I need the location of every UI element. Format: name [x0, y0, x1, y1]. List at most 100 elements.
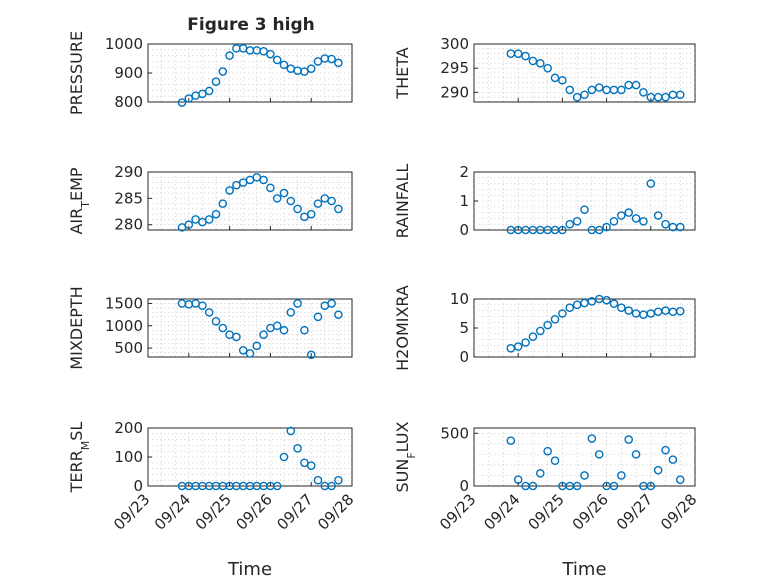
data-point: [204, 308, 214, 317]
data-point: [259, 330, 268, 339]
y-tick-label: 500: [114, 339, 143, 357]
data-point: [225, 51, 234, 60]
y-axis-label: SUNFLUX: [393, 421, 418, 492]
subplot-6: 0 5 10 H2OMIXRA: [393, 285, 696, 371]
x-tick-label: 09/26: [569, 490, 612, 533]
data-point: [334, 58, 343, 68]
data-point: [528, 56, 538, 66]
data-point: [272, 481, 282, 491]
subplot-5: 500 1000 1500 MIXDEPTH: [67, 286, 353, 370]
data-point: [594, 83, 604, 92]
x-tick-label: 09/25: [192, 490, 235, 533]
y-tick-label: 200: [114, 419, 143, 437]
data-point: [565, 85, 575, 95]
data-point: [572, 481, 582, 491]
data-point: [617, 211, 626, 220]
y-tick-label: 900: [114, 64, 143, 82]
data-point: [543, 320, 552, 330]
data-point: [245, 349, 255, 358]
data-point: [594, 225, 604, 235]
data-point: [204, 86, 214, 96]
data-point: [624, 306, 634, 315]
data-point: [327, 481, 336, 491]
data-point: [198, 301, 207, 310]
data-point: [293, 443, 302, 453]
data-point: [313, 57, 323, 66]
data-point: [266, 49, 275, 59]
data-point: [609, 216, 619, 226]
data-point: [631, 214, 641, 223]
data-point: [558, 225, 567, 235]
subplot-4: 0 1 2 RAINFALL: [393, 163, 696, 239]
data-point: [272, 321, 282, 331]
plot-area: [147, 298, 353, 358]
plot-area: [473, 427, 696, 487]
y-tick-label: 285: [114, 189, 143, 207]
figure-title: Figure 3 high: [187, 15, 315, 35]
x-tick-label: 09/27: [613, 490, 656, 533]
data-point: [506, 436, 516, 445]
data-point: [327, 299, 336, 308]
data-point: [300, 67, 309, 76]
data-point: [218, 199, 228, 208]
data-point: [334, 310, 343, 319]
subplot-2: 290 295 300 THETA: [393, 35, 696, 103]
y-axis-label: PRESSURE: [67, 31, 86, 115]
data-point: [631, 450, 641, 459]
y-axis-label: H2OMIXRA: [393, 285, 412, 371]
data-point: [617, 471, 626, 480]
data-point: [646, 179, 656, 188]
data-point: [279, 188, 289, 198]
data-point: [609, 481, 619, 491]
data-point: [259, 46, 268, 56]
data-point: [668, 455, 678, 464]
x-axis-label: Time: [561, 559, 606, 580]
data-point: [587, 85, 597, 95]
data-point: [572, 92, 582, 102]
data-point: [631, 80, 641, 90]
y-axis-label: TERRMSL: [67, 422, 92, 494]
data-point: [675, 306, 685, 316]
data-point: [513, 49, 523, 58]
data-point: [513, 342, 523, 351]
data-point: [646, 481, 656, 491]
data-point: [653, 211, 663, 220]
y-tick-label: 1: [459, 192, 469, 210]
y-tick-label: 0: [459, 477, 469, 495]
data-point: [594, 450, 604, 459]
data-point: [279, 60, 289, 70]
data-point: [587, 434, 597, 443]
data-point: [617, 303, 626, 313]
data-point: [259, 175, 268, 185]
data-point: [624, 435, 634, 444]
data-point: [211, 317, 221, 326]
data-point: [580, 471, 589, 480]
x-tick-label: 09/24: [480, 490, 523, 533]
data-point: [617, 85, 626, 95]
data-point: [528, 332, 538, 342]
data-point: [587, 297, 597, 306]
y-tick-label: 0: [459, 348, 469, 366]
data-point: [198, 89, 207, 99]
subplot-8: 0 500 09/23 09/24 09/25 09/26 09/27 09/28 SUNFLU…: [393, 421, 700, 580]
y-tick-label: 800: [114, 93, 143, 111]
data-point: [184, 220, 194, 230]
subplot-1: 800 900 1000 PRESSURE: [67, 31, 353, 115]
y-tick-label: 1000: [105, 317, 143, 335]
plot-area: [147, 171, 353, 231]
data-point: [639, 216, 648, 226]
data-point: [306, 209, 316, 219]
subplot-3: 280 285 290 AIRTEMP: [67, 163, 353, 235]
data-point: [279, 452, 289, 462]
data-point: [639, 88, 648, 97]
y-axis-label: THETA: [393, 47, 412, 99]
data-point: [661, 92, 670, 102]
data-point: [675, 475, 685, 484]
y-tick-label: 280: [114, 216, 143, 234]
x-tick-label: 09/27: [273, 490, 316, 533]
x-tick-label: 09/24: [151, 490, 194, 533]
x-tick-label: 09/23: [110, 490, 153, 533]
x-tick-label: 09/28: [657, 490, 700, 533]
